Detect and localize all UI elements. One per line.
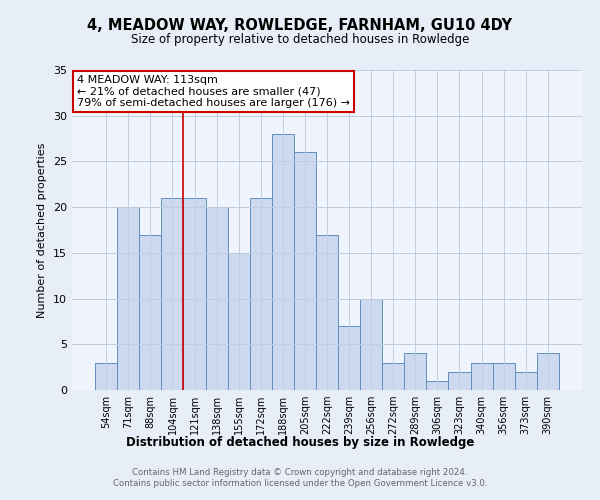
Bar bbox=[117, 207, 139, 390]
Bar bbox=[227, 253, 250, 390]
Bar bbox=[382, 362, 404, 390]
Bar bbox=[206, 207, 227, 390]
Bar bbox=[139, 234, 161, 390]
Bar bbox=[470, 362, 493, 390]
Bar bbox=[427, 381, 448, 390]
Bar bbox=[184, 198, 206, 390]
Bar bbox=[404, 354, 427, 390]
Bar bbox=[272, 134, 294, 390]
Bar bbox=[338, 326, 360, 390]
Text: Size of property relative to detached houses in Rowledge: Size of property relative to detached ho… bbox=[131, 32, 469, 46]
Bar bbox=[493, 362, 515, 390]
Bar bbox=[515, 372, 537, 390]
Bar bbox=[250, 198, 272, 390]
Bar bbox=[161, 198, 184, 390]
Bar bbox=[360, 298, 382, 390]
Y-axis label: Number of detached properties: Number of detached properties bbox=[37, 142, 47, 318]
Text: Distribution of detached houses by size in Rowledge: Distribution of detached houses by size … bbox=[126, 436, 474, 449]
Bar bbox=[294, 152, 316, 390]
Bar bbox=[537, 354, 559, 390]
Text: Contains HM Land Registry data © Crown copyright and database right 2024.
Contai: Contains HM Land Registry data © Crown c… bbox=[113, 468, 487, 487]
Bar bbox=[316, 234, 338, 390]
Text: 4 MEADOW WAY: 113sqm
← 21% of detached houses are smaller (47)
79% of semi-detac: 4 MEADOW WAY: 113sqm ← 21% of detached h… bbox=[77, 75, 350, 108]
Text: 4, MEADOW WAY, ROWLEDGE, FARNHAM, GU10 4DY: 4, MEADOW WAY, ROWLEDGE, FARNHAM, GU10 4… bbox=[88, 18, 512, 32]
Bar bbox=[95, 362, 117, 390]
Bar bbox=[448, 372, 470, 390]
